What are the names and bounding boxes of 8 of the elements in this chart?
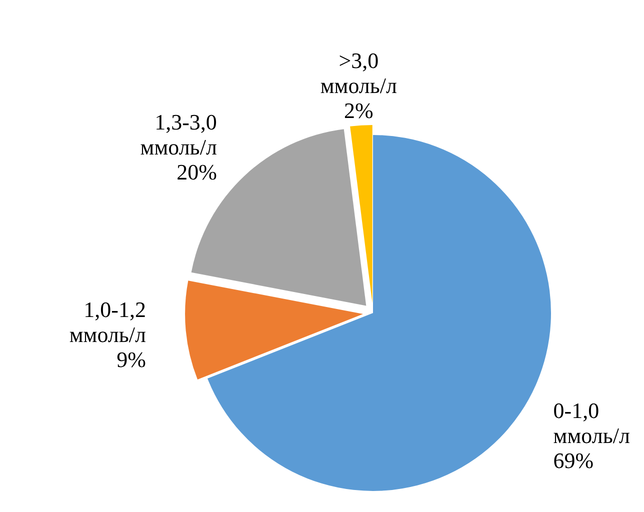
- data-label: 2%: [344, 98, 374, 123]
- data-label: 69%: [553, 448, 594, 474]
- slice-label: >3,0 ммоль/л: [320, 48, 398, 98]
- data-label: 9%: [116, 346, 146, 372]
- data-label: 20%: [176, 159, 217, 184]
- slice-label: 1,3-3,0 ммоль/л: [140, 109, 217, 160]
- slice-label: 1,0-1,2 ммоль/л: [69, 296, 146, 347]
- slice-label: 0-1,0 ммоль/л: [553, 398, 630, 448]
